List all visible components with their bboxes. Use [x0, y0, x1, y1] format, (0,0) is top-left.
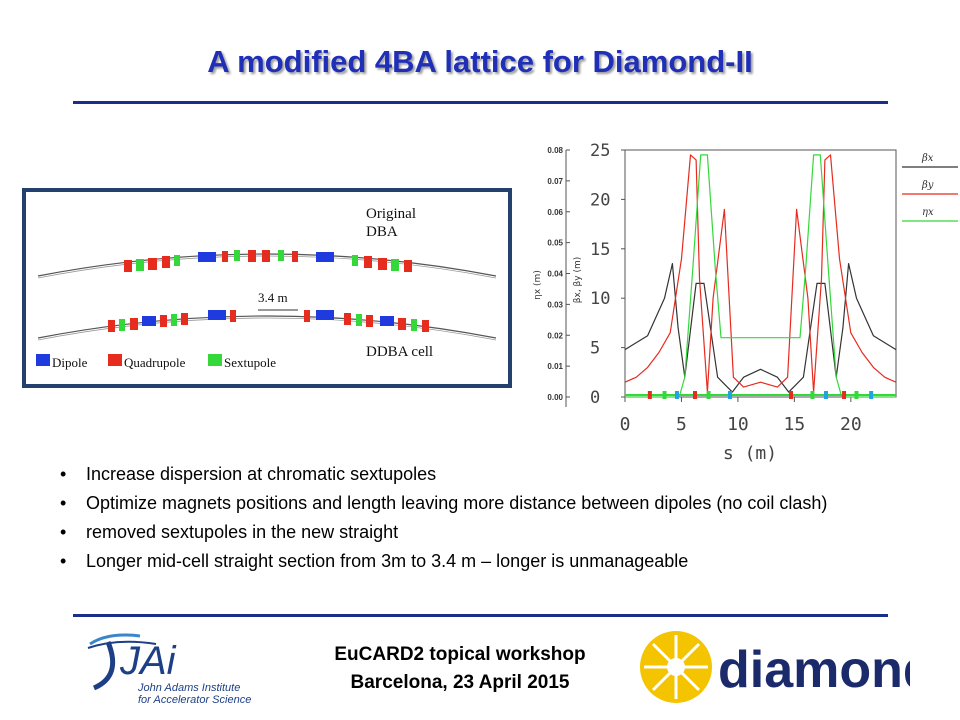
bullet-list: Increase dispersion at chromatic sextupo…	[60, 462, 940, 578]
x-axis-label: s (m)	[723, 443, 777, 464]
eta-axis-label: ηx (m)	[533, 270, 543, 300]
bullet-item: Optimize magnets positions and length le…	[60, 491, 940, 515]
beta-tick-label: 10	[590, 289, 610, 309]
plot-series	[624, 154, 897, 399]
x-tick-label: 5	[676, 414, 687, 435]
jai-mark: JAi	[119, 639, 177, 683]
diamond-logo: diamond	[640, 631, 910, 703]
legend-quadrupole-label: Quadrupole	[124, 355, 186, 370]
eta-tick-label: 0.05	[547, 239, 563, 248]
magnet-element	[842, 391, 847, 399]
eta-tick-label: 0.00	[547, 393, 563, 402]
magnet-element	[728, 391, 733, 399]
eta-tick-label: 0.07	[547, 177, 563, 186]
beta-tick-label: 5	[590, 339, 600, 359]
jai-logo: JAi John Adams Institute for Accelerator…	[87, 633, 251, 706]
ddba-magnets	[108, 310, 429, 332]
beta-axis-label: βx, βy (m)	[573, 257, 583, 304]
ddba-label: DDBA cell	[366, 344, 434, 360]
bullet-item: removed sextupoles in the new straight	[60, 520, 940, 544]
magnet-element	[706, 391, 711, 399]
original-label-line2: DBA	[366, 224, 398, 240]
legend-dipole-label: Dipole	[52, 355, 88, 370]
lattice-schematic	[36, 250, 497, 366]
legend-label: βy	[921, 180, 934, 191]
plot-frame	[624, 149, 897, 398]
beta-tick-label: 25	[590, 141, 610, 161]
beta-tick-label: 15	[590, 240, 610, 260]
x-tick-label: 15	[784, 414, 806, 435]
eta-tick-label: 0.01	[547, 362, 563, 371]
magnet-element	[869, 391, 874, 399]
footer-line1: EuCARD2 topical workshop	[334, 644, 586, 665]
magnet-strip	[625, 391, 896, 399]
series-line-βx	[624, 263, 897, 393]
x-tick-label: 20	[840, 414, 862, 435]
title-underline	[73, 101, 888, 104]
x-tick-label: 10	[727, 414, 749, 435]
plot-axes: 0.08 0.07 0.06 0.05 0.04 0.03 0.02 0.01 0.00 25 20…	[533, 141, 897, 464]
magnet-element	[647, 391, 652, 399]
slide-title: A modified 4BA lattice for Diamond-II	[207, 44, 753, 79]
footer-line2: Barcelona, 23 April 2015	[350, 672, 570, 693]
beta-tick-label: 0	[590, 388, 600, 408]
bullet-item: Longer mid-cell straight section from 3m…	[60, 549, 940, 573]
jai-line2: for Accelerator Science	[138, 694, 251, 706]
footer-rule	[73, 614, 888, 617]
legend-sextupole-swatch	[208, 354, 222, 366]
magnet-element	[674, 391, 679, 399]
magnet-element	[788, 391, 793, 399]
bullet-item: Increase dispersion at chromatic sextupo…	[60, 462, 940, 486]
series-line-βy	[624, 154, 897, 393]
lattice-figure: Original DBA 3.4 m DDBA cell Dipole Quad…	[22, 188, 512, 388]
original-dba-magnets	[124, 250, 412, 272]
plot-legend: βx βy ηx	[902, 153, 958, 222]
x-tick-label: 0	[620, 414, 631, 435]
legend-label: ηx	[922, 207, 934, 218]
legend-label: βx	[921, 153, 934, 164]
legend-quadrupole-swatch	[108, 354, 122, 366]
distance-label: 3.4 m	[258, 290, 288, 305]
series-line-ηx	[625, 154, 896, 398]
beta-function-chart: 0.08 0.07 0.06 0.05 0.04 0.03 0.02 0.01 0.00 25 20…	[533, 141, 958, 464]
eta-tick-label: 0.02	[547, 331, 563, 340]
diamond-wordmark: diamond	[718, 641, 910, 699]
ddba-beamline	[37, 315, 497, 339]
magnet-element	[662, 391, 667, 399]
beta-tick-label: 20	[590, 190, 610, 210]
original-label-line1: Original	[366, 206, 416, 222]
eta-tick-label: 0.04	[547, 270, 563, 279]
jai-line1: John Adams Institute	[137, 682, 240, 694]
eta-tick-label: 0.08	[547, 146, 563, 155]
magnet-element	[693, 391, 698, 399]
magnet-element	[823, 391, 828, 399]
magnet-element	[854, 391, 859, 399]
legend-dipole-swatch	[36, 354, 50, 366]
eta-tick-label: 0.03	[547, 300, 563, 309]
eta-tick-label: 0.06	[547, 208, 563, 217]
legend-sextupole-label: Sextupole	[224, 355, 276, 370]
magnet-element	[810, 391, 815, 399]
